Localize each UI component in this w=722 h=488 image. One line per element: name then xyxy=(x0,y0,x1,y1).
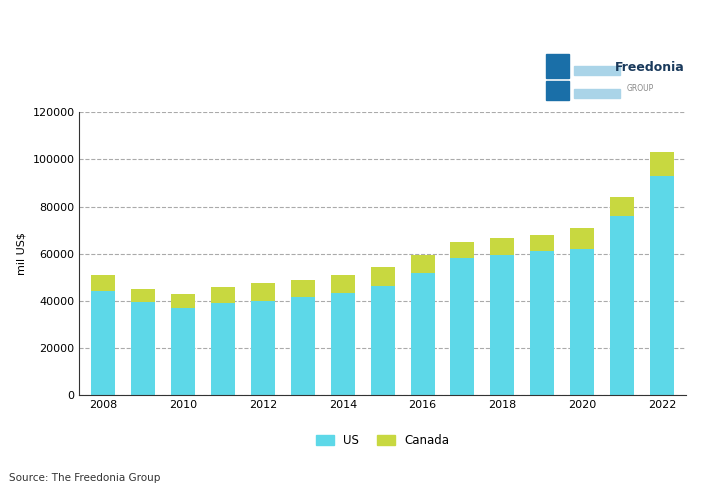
Bar xyxy=(251,301,275,395)
Bar xyxy=(251,283,275,301)
Bar xyxy=(546,81,569,100)
Bar xyxy=(131,302,155,395)
Bar xyxy=(211,287,235,304)
Bar xyxy=(211,304,235,395)
Bar xyxy=(570,249,594,395)
Bar xyxy=(650,176,674,395)
Bar xyxy=(610,216,634,395)
Bar xyxy=(573,89,619,98)
Bar xyxy=(451,242,474,259)
Bar xyxy=(546,54,569,78)
Bar xyxy=(291,297,315,395)
Bar xyxy=(411,255,435,273)
Text: Source: The Freedonia Group: Source: The Freedonia Group xyxy=(9,473,160,483)
Bar xyxy=(370,285,395,395)
Bar xyxy=(331,275,355,293)
Bar xyxy=(92,275,116,291)
Y-axis label: mil US$: mil US$ xyxy=(17,232,27,275)
Bar xyxy=(92,291,116,395)
Bar xyxy=(610,197,634,216)
Bar xyxy=(131,289,155,302)
Bar xyxy=(291,280,315,297)
Bar xyxy=(570,228,594,249)
Bar xyxy=(490,255,514,395)
Bar xyxy=(331,293,355,395)
Bar xyxy=(451,259,474,395)
Text: Figure 3-1.
North America: Building Envelope Demand by Country,
2008 – 2022
(mil: Figure 3-1. North America: Building Enve… xyxy=(9,4,335,68)
Bar xyxy=(573,66,619,75)
Text: GROUP: GROUP xyxy=(627,84,654,93)
Bar xyxy=(171,294,195,308)
Bar xyxy=(411,273,435,395)
Bar xyxy=(171,308,195,395)
Text: Freedonia: Freedonia xyxy=(615,61,685,74)
Bar xyxy=(370,267,395,285)
Bar xyxy=(530,251,554,395)
Bar xyxy=(530,235,554,251)
Legend: US, Canada: US, Canada xyxy=(311,429,454,452)
Bar xyxy=(490,239,514,255)
Bar xyxy=(650,152,674,176)
